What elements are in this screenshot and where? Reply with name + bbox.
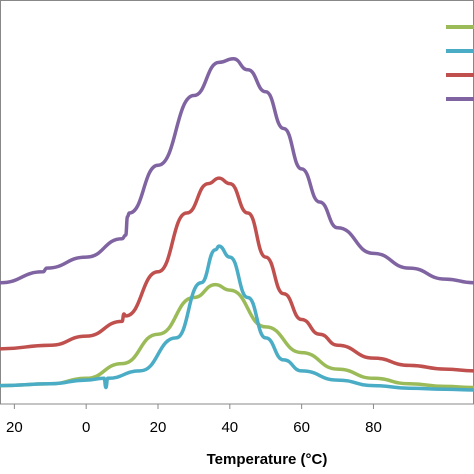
x-tick-label: 40 bbox=[221, 419, 238, 436]
x-tick-label: 20 bbox=[6, 419, 23, 436]
x-axis-title: Temperature (°C) bbox=[207, 451, 328, 468]
series-line-2 bbox=[0, 244, 474, 392]
x-axis: 20 0 20 40 60 80 bbox=[0, 403, 474, 436]
x-tick-label: 60 bbox=[293, 419, 310, 436]
x-tick-label: 0 bbox=[82, 419, 90, 436]
x-tick-label: 20 bbox=[150, 419, 167, 436]
series-line-4 bbox=[0, 57, 474, 285]
series-line-1 bbox=[0, 282, 474, 390]
legend bbox=[446, 25, 474, 101]
series-layer bbox=[0, 57, 474, 392]
x-tick-label: 80 bbox=[365, 419, 382, 436]
series-line-3 bbox=[0, 176, 474, 373]
